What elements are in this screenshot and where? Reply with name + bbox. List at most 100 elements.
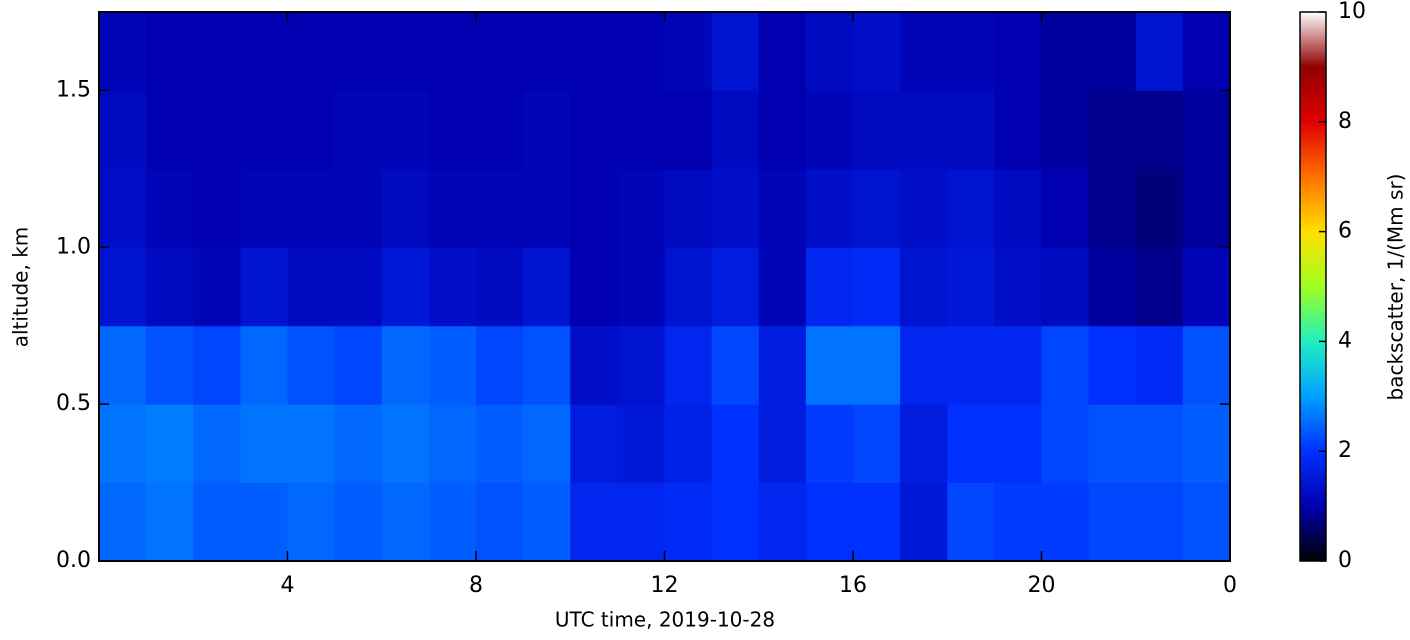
heatmap-cell [1182, 482, 1231, 562]
heatmap-cell [523, 404, 571, 484]
heatmap-cell [947, 325, 995, 405]
heatmap-cell [617, 247, 665, 327]
y-tick-label: 0.0 [56, 548, 91, 573]
heatmap-cell [193, 247, 241, 327]
heatmap-cell [240, 325, 288, 405]
heatmap-cell [570, 482, 618, 562]
heatmap-cell [994, 168, 1042, 248]
y-tick-label: 1.0 [56, 234, 91, 259]
heatmap-cell [617, 90, 665, 170]
heatmap-cell [805, 90, 854, 170]
heatmap-cell [334, 482, 383, 562]
heatmap-cell [900, 247, 948, 327]
heatmap-cell [381, 325, 430, 405]
heatmap-cell [853, 90, 901, 170]
heatmap-cell [758, 325, 807, 405]
colorbar-tick-label: 0 [1338, 548, 1352, 573]
heatmap-cell [287, 90, 336, 170]
heatmap-cell [617, 12, 665, 91]
heatmap-cell [287, 168, 336, 248]
heatmap-cell [947, 247, 995, 327]
heatmap-cell [1135, 404, 1184, 484]
heatmap-cell [805, 325, 854, 405]
colorbar-tick-label: 8 [1338, 109, 1352, 134]
heatmap-cell [240, 12, 288, 91]
heatmap-cell [994, 482, 1042, 562]
heatmap-cell [476, 168, 524, 248]
heatmap-cell [193, 325, 241, 405]
heatmap-cell [664, 12, 713, 91]
heatmap-cell [947, 168, 995, 248]
heatmap-cell [900, 168, 948, 248]
heatmap-cell [758, 90, 807, 170]
heatmap-cell [476, 247, 524, 327]
heatmap-cell [947, 12, 995, 91]
colorbar-tick-label: 4 [1338, 328, 1352, 353]
heatmap-cell [900, 90, 948, 170]
heatmap-cell [287, 12, 336, 91]
heatmap-cell [570, 90, 618, 170]
heatmap-cell [428, 90, 477, 170]
x-tick-label: 12 [651, 573, 679, 598]
heatmap-cell [146, 404, 194, 484]
heatmap-cell [240, 247, 288, 327]
heatmap-cell [334, 247, 383, 327]
heatmap-cell [193, 482, 241, 562]
heatmap-cell [570, 404, 618, 484]
heatmap-cell [99, 482, 147, 562]
heatmap-cell [334, 168, 383, 248]
heatmap-cell [99, 325, 147, 405]
heatmap-cell [617, 482, 665, 562]
x-tick-label: 20 [1028, 573, 1056, 598]
heatmap-cell [146, 247, 194, 327]
heatmap-cell [805, 12, 854, 91]
heatmap-cell [853, 482, 901, 562]
heatmap-cell [664, 247, 713, 327]
heatmap-cell [1088, 482, 1137, 562]
colorbar-tick-label: 6 [1338, 219, 1352, 244]
heatmap-cell [900, 404, 948, 484]
heatmap-cell [900, 482, 948, 562]
heatmap-cell [193, 90, 241, 170]
heatmap-cell [428, 482, 477, 562]
heatmap-cell [99, 404, 147, 484]
heatmap-cell [1041, 325, 1090, 405]
heatmap-cell [994, 325, 1042, 405]
heatmap-cell [287, 247, 336, 327]
heatmap-cell [994, 404, 1042, 484]
x-axis-label: UTC time, 2019-10-28 [555, 608, 775, 632]
heatmap-cell [428, 168, 477, 248]
heatmap-cell [240, 482, 288, 562]
heatmap-cell [758, 168, 807, 248]
heatmap-cell [476, 90, 524, 170]
heatmap-cell [381, 247, 430, 327]
colorbar-tick-label: 2 [1338, 438, 1352, 463]
heatmap-cell [758, 404, 807, 484]
heatmap-cell [1135, 325, 1184, 405]
heatmap-cell [523, 325, 571, 405]
heatmap-cell [287, 325, 336, 405]
heatmap-cell [853, 12, 901, 91]
heatmap-cell [758, 12, 807, 91]
heatmap-cell [900, 325, 948, 405]
heatmap-cell [381, 12, 430, 91]
heatmap-cell [99, 168, 147, 248]
heatmap-cell [1182, 247, 1231, 327]
heatmap-cell [853, 247, 901, 327]
y-axis-label: altitude, km [9, 227, 33, 348]
heatmap-cell [570, 325, 618, 405]
heatmap-cell [523, 12, 571, 91]
heatmap-cell [146, 325, 194, 405]
heatmap-cell [476, 404, 524, 484]
heatmap-cell [711, 404, 760, 484]
colorbar-tick-label: 10 [1338, 0, 1366, 24]
heatmap-cell [240, 404, 288, 484]
heatmap-cell [428, 325, 477, 405]
heatmap-cell [476, 12, 524, 91]
heatmap-cell [193, 404, 241, 484]
heatmap-cell [476, 482, 524, 562]
heatmap-cell [146, 168, 194, 248]
x-tick-label: 16 [839, 573, 867, 598]
heatmap-cell [853, 168, 901, 248]
heatmap-cell [570, 12, 618, 91]
